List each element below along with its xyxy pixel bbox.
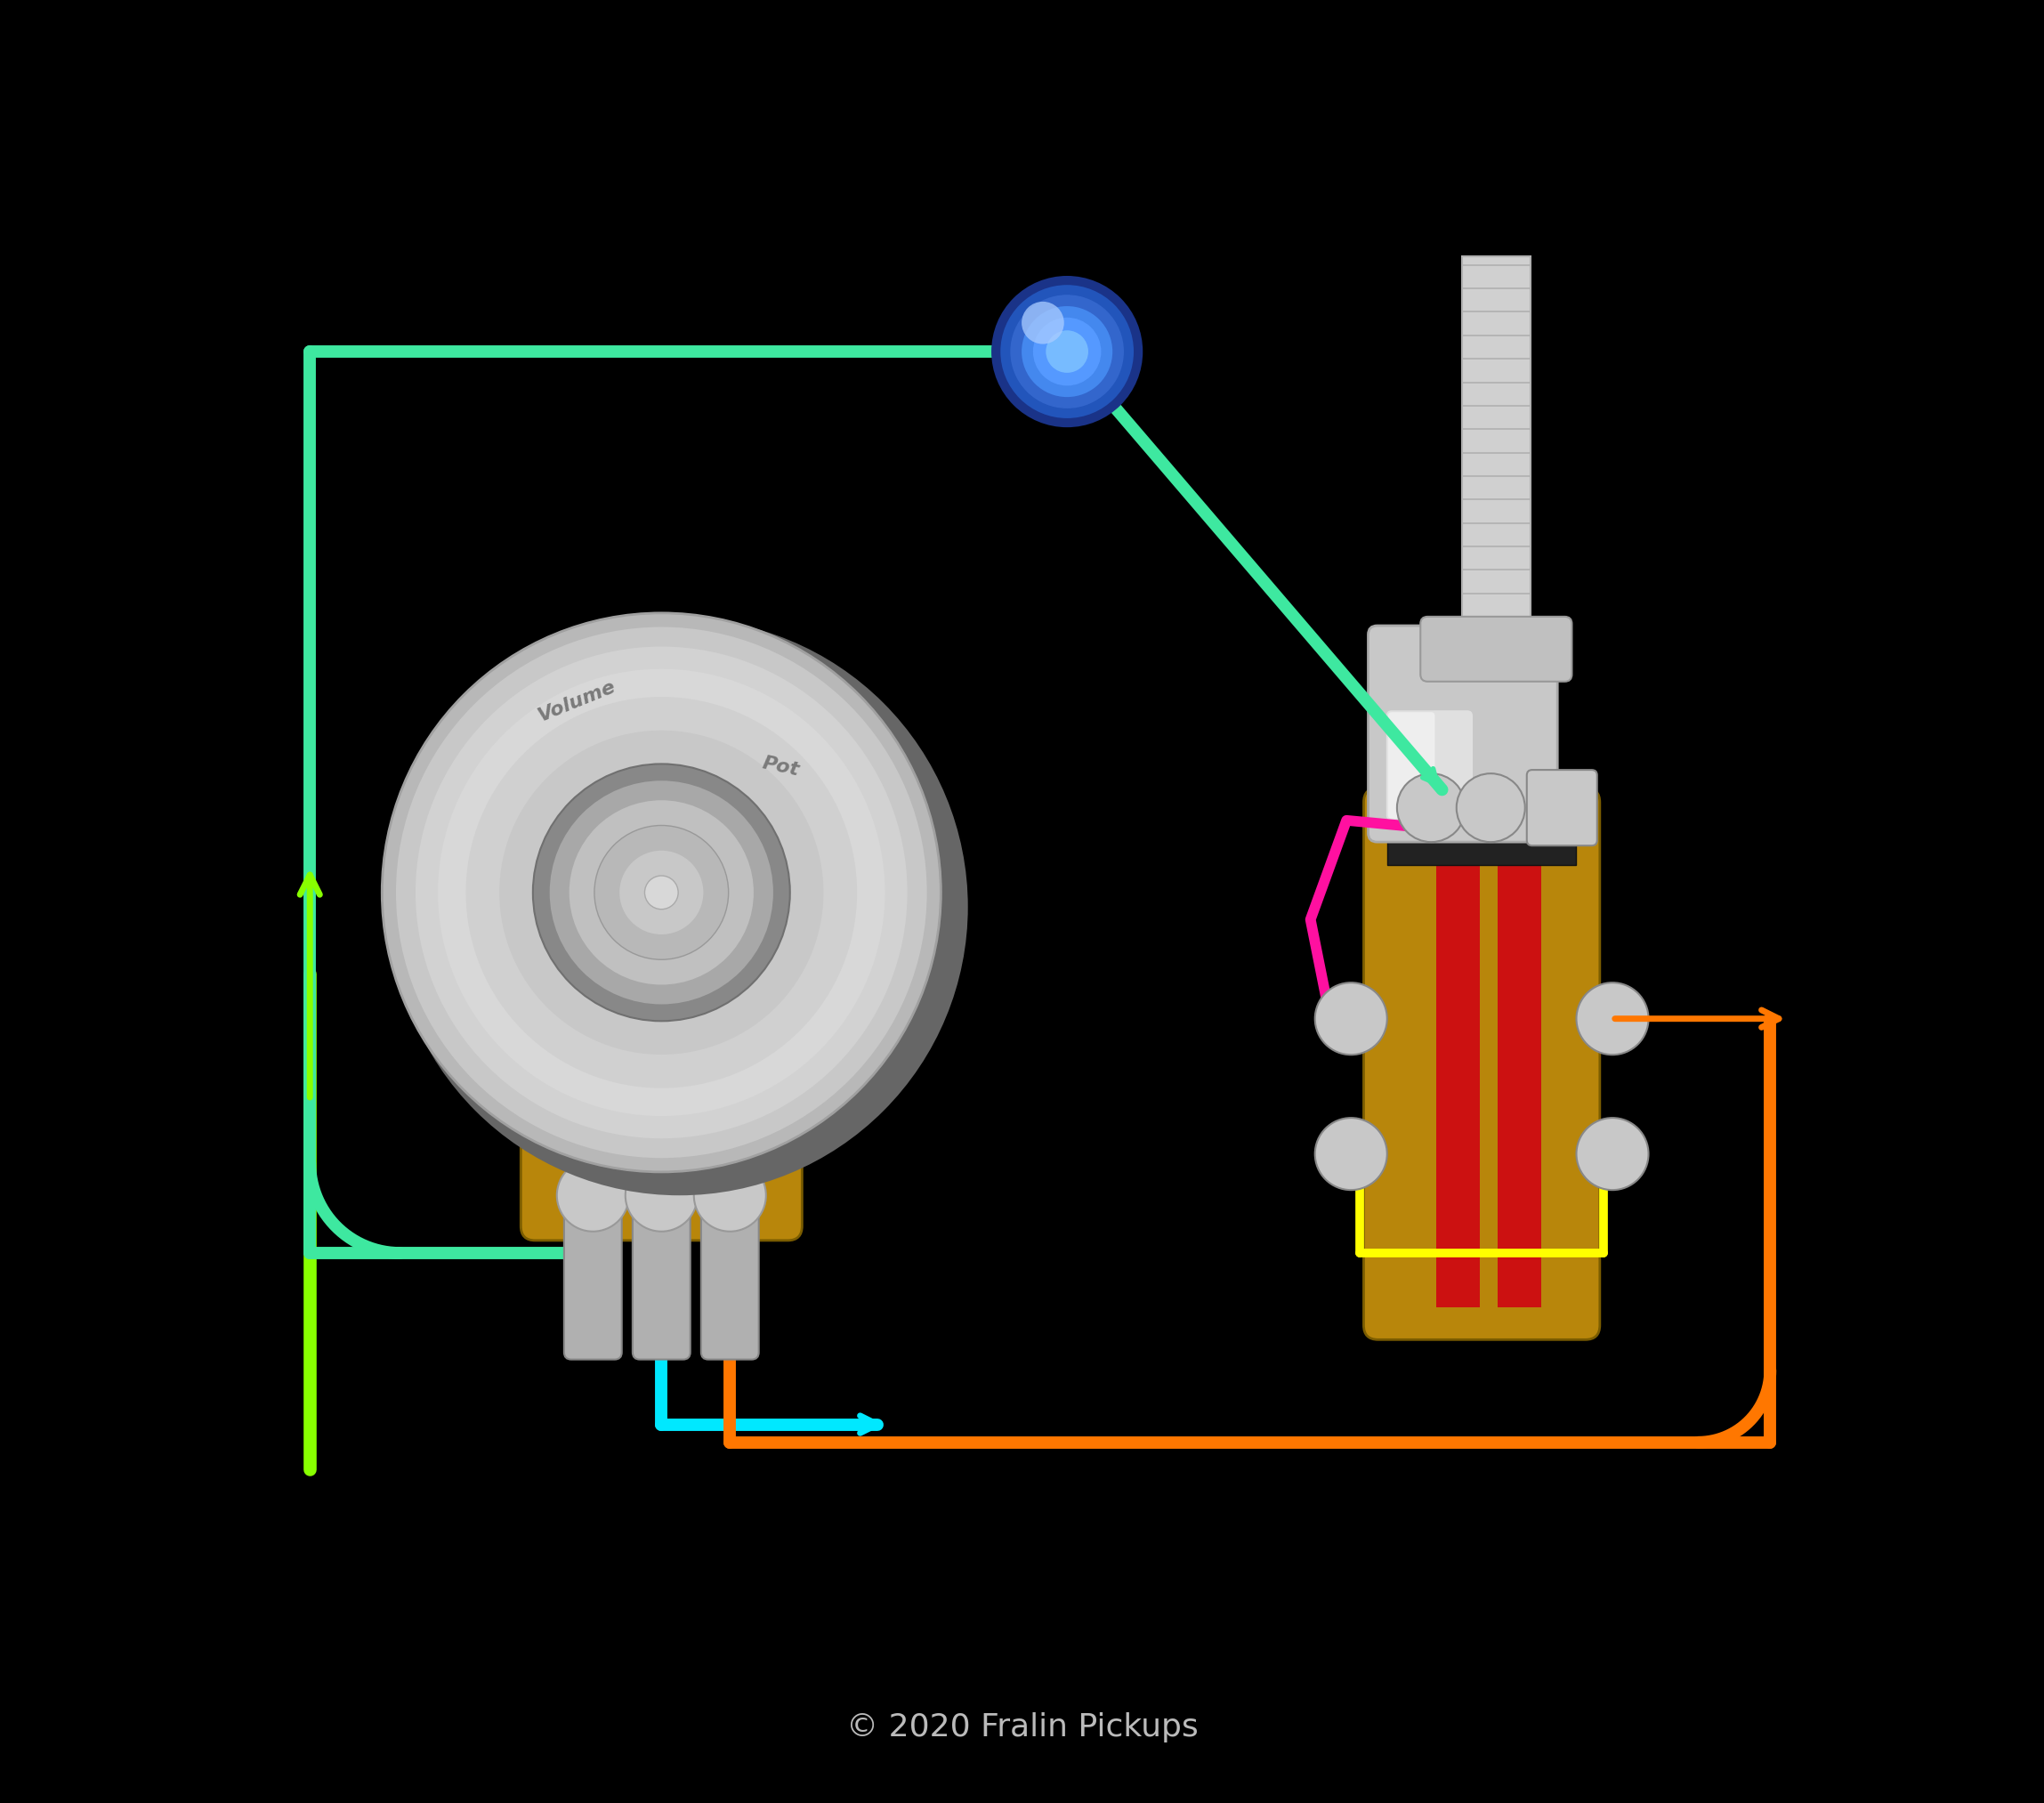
- Circle shape: [1047, 330, 1087, 373]
- FancyBboxPatch shape: [1363, 788, 1600, 1340]
- FancyBboxPatch shape: [1527, 770, 1596, 846]
- Text: Volume: Volume: [536, 678, 619, 725]
- Circle shape: [1010, 294, 1124, 407]
- Circle shape: [595, 826, 728, 959]
- Circle shape: [1457, 773, 1525, 842]
- FancyBboxPatch shape: [521, 1058, 801, 1240]
- Circle shape: [499, 730, 824, 1055]
- Circle shape: [1032, 317, 1102, 386]
- Circle shape: [568, 801, 754, 984]
- Circle shape: [397, 627, 926, 1158]
- Text: © 2020 Fralin Pickups: © 2020 Fralin Pickups: [846, 1713, 1198, 1742]
- Circle shape: [1000, 285, 1134, 418]
- FancyBboxPatch shape: [1367, 626, 1558, 842]
- Circle shape: [1314, 983, 1388, 1055]
- Bar: [1388, 826, 1576, 865]
- FancyBboxPatch shape: [632, 1183, 691, 1359]
- Circle shape: [1396, 773, 1466, 842]
- Circle shape: [1576, 1118, 1650, 1190]
- Text: Pot: Pot: [760, 754, 801, 779]
- Circle shape: [415, 647, 908, 1138]
- FancyBboxPatch shape: [1388, 712, 1435, 819]
- FancyBboxPatch shape: [1421, 617, 1572, 682]
- Circle shape: [437, 669, 885, 1116]
- FancyBboxPatch shape: [564, 1183, 621, 1359]
- Circle shape: [1314, 1118, 1388, 1190]
- Circle shape: [382, 613, 940, 1172]
- Circle shape: [693, 1159, 766, 1231]
- Circle shape: [533, 764, 789, 1020]
- Bar: [1437, 847, 1480, 1307]
- Circle shape: [466, 698, 856, 1087]
- Circle shape: [619, 851, 703, 934]
- Circle shape: [644, 876, 679, 909]
- Circle shape: [538, 770, 785, 1015]
- Bar: [1498, 847, 1541, 1307]
- Circle shape: [550, 781, 773, 1004]
- Circle shape: [1022, 301, 1065, 344]
- Bar: [1461, 256, 1531, 635]
- Circle shape: [390, 618, 969, 1195]
- Circle shape: [1576, 983, 1650, 1055]
- FancyBboxPatch shape: [701, 1183, 758, 1359]
- FancyBboxPatch shape: [1386, 710, 1474, 820]
- Circle shape: [1022, 307, 1112, 397]
- Circle shape: [991, 276, 1143, 427]
- Circle shape: [556, 1159, 630, 1231]
- Circle shape: [625, 1159, 697, 1231]
